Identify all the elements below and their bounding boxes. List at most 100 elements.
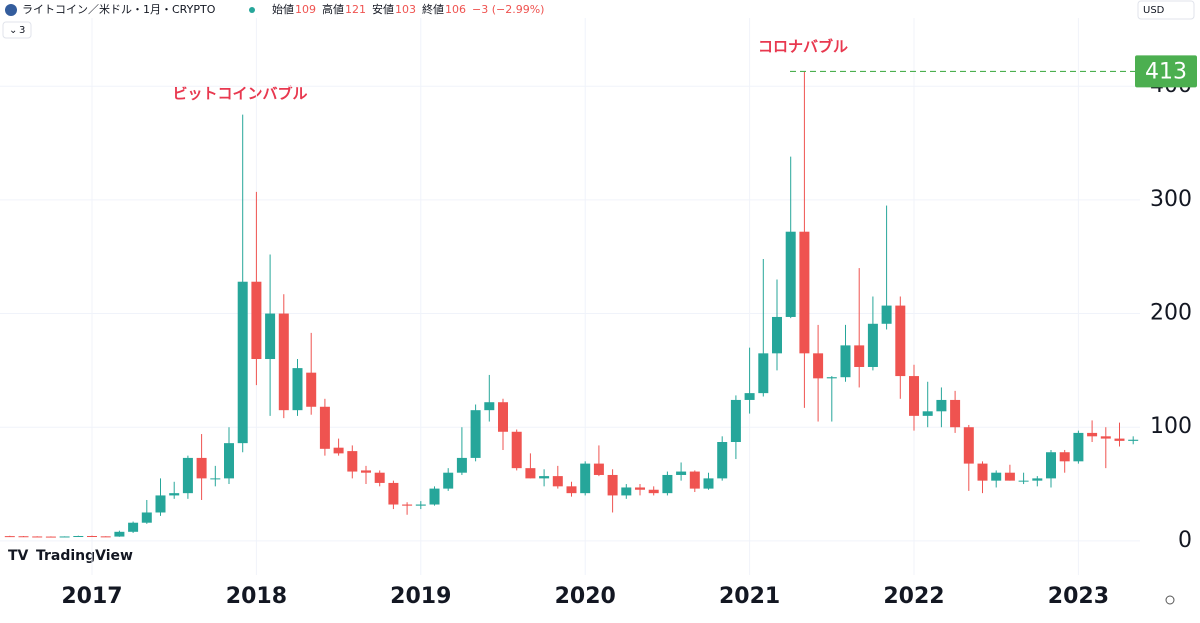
- candle-body: [963, 427, 974, 464]
- candle-body: [292, 368, 303, 411]
- status-dot: [249, 7, 255, 13]
- candle-body: [265, 313, 276, 360]
- candle-body: [196, 457, 207, 479]
- logo: TradingView: [36, 548, 133, 564]
- coin-icon: [5, 4, 17, 16]
- candle-body: [237, 281, 248, 444]
- candle-body: [1059, 452, 1070, 462]
- indicator-count[interactable]: 3: [19, 25, 25, 36]
- annotation: コロナバブル: [758, 38, 848, 56]
- candle-body: [895, 305, 906, 377]
- candle-body: [470, 410, 481, 458]
- candle-body: [59, 536, 70, 538]
- y-tick-label: 100: [1150, 414, 1192, 439]
- candle-body: [552, 476, 563, 487]
- candle-body: [224, 443, 234, 479]
- y-tick-label: 200: [1150, 301, 1192, 326]
- candle-body: [854, 345, 865, 367]
- candle-body: [593, 463, 604, 475]
- candle-body: [922, 411, 933, 416]
- candle-body: [1073, 432, 1084, 462]
- ohlc-label: 終値: [422, 2, 444, 16]
- candle-body: [730, 399, 741, 443]
- candle-body: [758, 353, 769, 394]
- price-label: 413: [1145, 59, 1187, 84]
- ohlc-label: 安値: [372, 2, 394, 16]
- candle-body: [182, 457, 193, 494]
- x-tick-label: 2021: [719, 584, 780, 609]
- candle-body: [415, 504, 426, 506]
- candle-body: [635, 487, 645, 490]
- candle-body: [498, 402, 508, 432]
- candle-body: [87, 536, 97, 538]
- candle-body: [1004, 472, 1015, 481]
- candle-body: [1128, 439, 1139, 441]
- y-tick-label: 300: [1150, 187, 1192, 212]
- ohlc-label: 高値: [322, 2, 344, 16]
- toggle-chevron[interactable]: ⌄: [9, 25, 17, 36]
- indicator-toggle[interactable]: [2, 21, 32, 39]
- candle-body: [306, 372, 317, 407]
- candle-body: [950, 399, 961, 428]
- candle-body: [456, 457, 467, 473]
- candle-body: [689, 471, 700, 489]
- candle-body: [1087, 432, 1098, 437]
- candle-body: [1032, 478, 1043, 481]
- candle-body: [128, 522, 139, 532]
- candle-body: [799, 231, 810, 354]
- candle-body: [621, 487, 632, 496]
- logo-mark: 𝗧𝗩: [8, 548, 29, 564]
- change: −3 (−2.99%): [472, 3, 544, 16]
- candle-body: [744, 393, 755, 400]
- candle-body: [1018, 480, 1029, 482]
- candle-body: [539, 476, 550, 479]
- candle-body: [936, 399, 947, 412]
- settings-icon[interactable]: [1165, 595, 1175, 605]
- candle-body: [662, 474, 673, 494]
- candle-body: [374, 472, 385, 483]
- x-tick-label: 2017: [61, 584, 122, 609]
- candle-body: [45, 536, 56, 538]
- candle-body: [717, 442, 728, 479]
- candle-body: [840, 345, 851, 378]
- candle-body: [278, 313, 289, 411]
- candle-body: [525, 468, 536, 479]
- candle-body: [347, 451, 358, 472]
- candle-body: [402, 504, 413, 506]
- candle-body: [251, 281, 262, 360]
- candle-body: [155, 495, 166, 513]
- candle-body: [772, 316, 782, 354]
- candle-body: [566, 486, 577, 494]
- candle-body: [361, 470, 371, 473]
- candle-body: [319, 406, 330, 449]
- candle-body: [73, 536, 84, 538]
- candle-body: [648, 489, 659, 494]
- ohlc-header: 始値 109 高値 121 安値 103 終値 106 −3 (−2.99%): [272, 2, 544, 16]
- candle-body: [169, 493, 180, 496]
- candle-body: [1100, 436, 1111, 439]
- candle-body: [991, 472, 1002, 481]
- candle-body: [484, 402, 495, 411]
- candle-body: [429, 488, 440, 505]
- x-tick-label: 2018: [226, 584, 287, 609]
- y-tick-label: 0: [1178, 528, 1192, 553]
- currency-button[interactable]: [1137, 0, 1195, 20]
- candle-body: [333, 447, 344, 454]
- candle-body: [909, 376, 919, 416]
- x-tick-label: 2019: [390, 584, 451, 609]
- candle-body: [867, 323, 878, 367]
- price-badge: [1135, 55, 1197, 88]
- x-tick-label: 2023: [1048, 584, 1109, 609]
- candle-body: [388, 482, 399, 505]
- currency[interactable]: USD: [1143, 5, 1165, 16]
- plot: [0, 18, 1140, 575]
- candle-body: [100, 536, 111, 538]
- symbol: ライトコイン／米ドル・1月・CRYPTO: [22, 3, 216, 16]
- x-tick-label: 2020: [555, 584, 616, 609]
- ohlc-value: 103: [395, 3, 416, 16]
- candle-body: [580, 463, 591, 494]
- candle-body: [18, 536, 29, 538]
- candle-body: [676, 471, 687, 475]
- ohlc-value: 106: [445, 3, 466, 16]
